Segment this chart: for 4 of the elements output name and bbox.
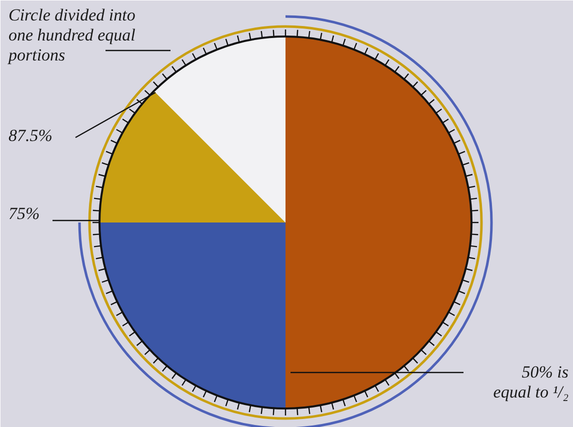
text: 75% <box>8 204 40 223</box>
text: 87.5% <box>8 126 52 145</box>
text: Circle divided into one hundred equal portions <box>8 6 136 64</box>
text: 50% is equal to ¹/₂ <box>493 362 569 402</box>
